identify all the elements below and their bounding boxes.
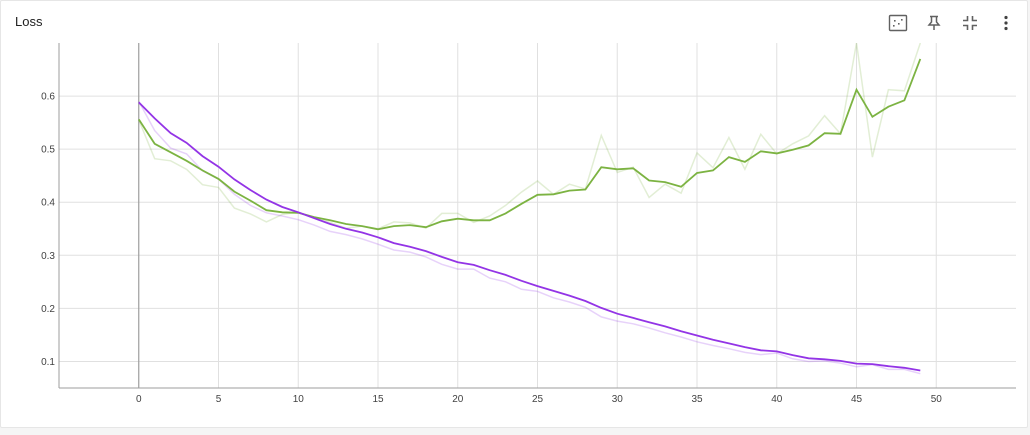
- fullscreen-exit-icon: [963, 16, 977, 30]
- x-tick-label: 30: [612, 394, 624, 405]
- raw-series-line-1: [138, 101, 921, 375]
- x-tick-label: 50: [931, 394, 943, 405]
- x-tick-label: 45: [851, 394, 863, 405]
- collapse-button[interactable]: [957, 11, 983, 35]
- y-tick-label: 0.1: [41, 357, 55, 368]
- raw-series-line-0: [138, 43, 922, 230]
- x-tick-label: 40: [771, 394, 783, 405]
- x-tick-label: 35: [691, 394, 703, 405]
- chart-toolbar: [885, 11, 1019, 35]
- x-tick-label: 5: [216, 394, 222, 405]
- more-vert-icon: [1004, 15, 1008, 31]
- chart-title: Loss: [15, 14, 43, 29]
- y-tick-label: 0.3: [41, 251, 55, 262]
- x-tick-label: 25: [532, 394, 544, 405]
- dotted-square-icon: [888, 14, 908, 32]
- y-tick-label: 0.5: [41, 145, 55, 156]
- smoothed-series-line-0: [138, 58, 922, 231]
- y-tick-label: 0.4: [41, 198, 55, 209]
- toggle-log-scale-button[interactable]: [885, 11, 911, 35]
- pin-button[interactable]: [921, 11, 947, 35]
- x-tick-label: 10: [293, 394, 305, 405]
- y-tick-label: 0.6: [41, 92, 55, 103]
- x-tick-label: 20: [452, 394, 464, 405]
- x-tick-label: 0: [136, 394, 142, 405]
- x-tick-label: 15: [372, 394, 384, 405]
- y-tick-label: 0.2: [41, 304, 55, 315]
- smoothed-series-line-1: [138, 101, 921, 372]
- pin-icon: [927, 15, 941, 30]
- more-options-button[interactable]: [993, 11, 1019, 35]
